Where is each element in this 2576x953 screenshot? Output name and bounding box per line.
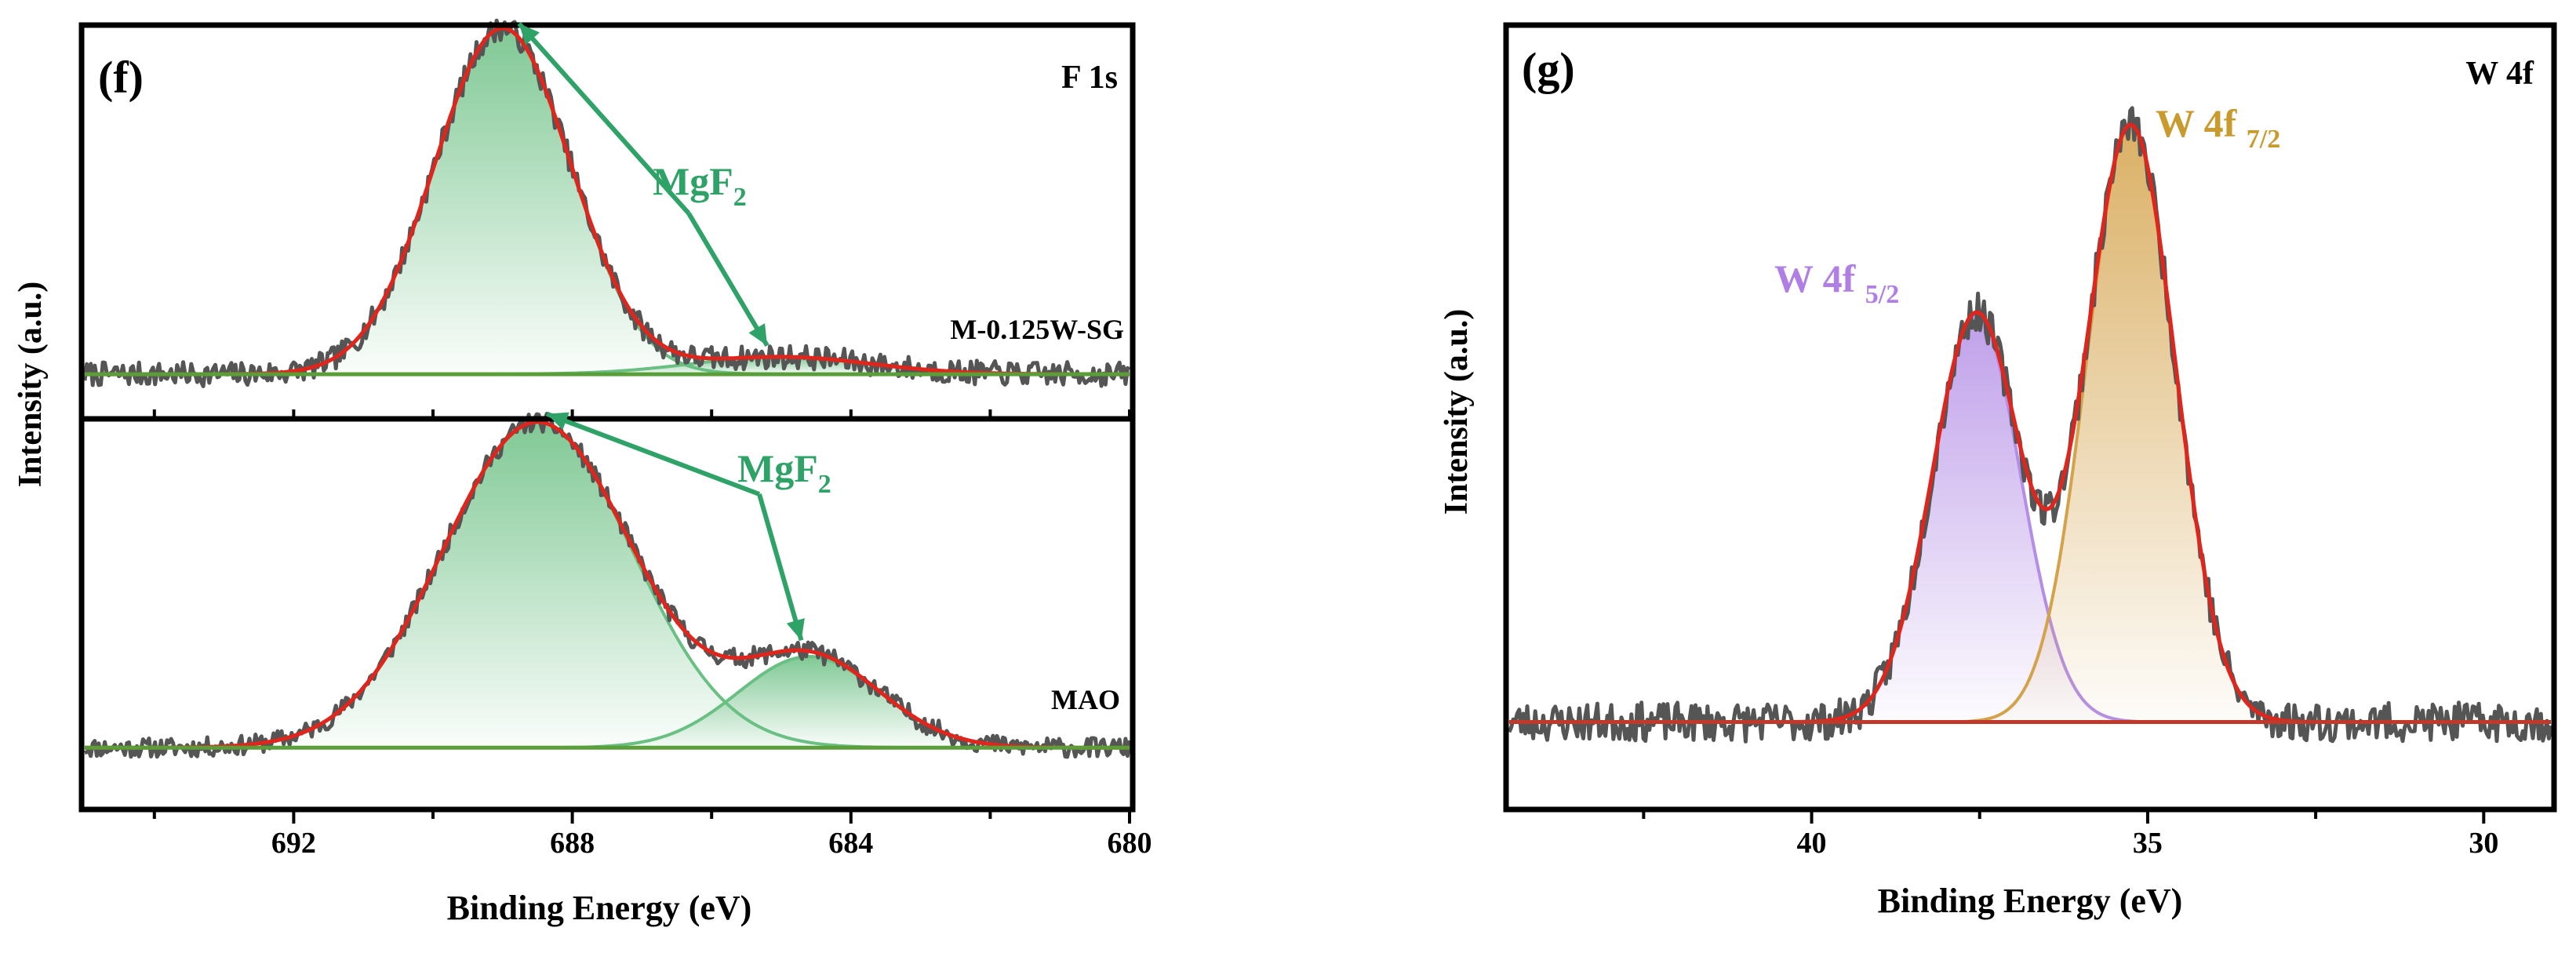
subplot-mao-curves: [84, 412, 1132, 759]
sample-label-m-0125w-sg: M-0.125W-SG: [950, 314, 1124, 345]
raw-data-line: [84, 412, 1132, 759]
subplot-m-0125w-sg-curves: [82, 18, 1131, 388]
mgf2-label-bottom: MgF2: [737, 446, 831, 499]
g-x-tick-label-30: 30: [2469, 827, 2498, 860]
mgf2-arrow-bottom-2-head: [786, 618, 805, 641]
mgf2-label-top: MgF2: [653, 159, 747, 212]
raw-data-line: [1507, 106, 2553, 744]
mgf2-arrow-bottom-2: [757, 493, 804, 642]
mgf2-arrow-bottom-1: [546, 411, 761, 497]
g-x-tick-label-35: 35: [2133, 827, 2163, 860]
panel-g-tag: (g): [1522, 43, 1575, 94]
subplot-mao: MAO MgF2: [78, 411, 1136, 813]
peak-fill-mgf2-peak-1: [85, 28, 1130, 375]
x-tick-label-688: 688: [550, 827, 595, 860]
fit-envelope-line: [85, 420, 1130, 750]
panel-f-ylabel: Intensity (a.u.): [13, 282, 49, 488]
panel-g: (g) W 4f Intensity (a.u.) Binding Energy…: [1439, 22, 2557, 920]
panel-g-peak-labels: W 4f 5/2 W 4f 7/2: [1774, 101, 2280, 309]
mgf2-annotation-top: MgF2: [517, 22, 770, 347]
sample-label-mao: MAO: [1051, 684, 1120, 715]
peak-label-w4f52: W 4f 5/2: [1774, 256, 1899, 309]
mgf2-arrow-top-2-head: [748, 323, 767, 346]
peak-fill-w-4f5-2: [1509, 314, 2551, 722]
mgf2-arrow-top-1: [517, 22, 691, 215]
panel-g-frame: [1503, 22, 2557, 813]
panel-g-curves: [1507, 106, 2553, 744]
g-x-tick-label-40: 40: [1797, 827, 1827, 860]
mgf2-arrow-top-1-head: [518, 24, 540, 45]
mgf2-annotation-bottom: MgF2: [546, 411, 831, 642]
subplot-m-0125w-sg: (f) F 1s M-0.125W-SG MgF2: [78, 18, 1136, 422]
panel-f-title: F 1s: [1061, 60, 1118, 96]
x-tick-label-692: 692: [271, 827, 316, 860]
panel-f-tag: (f): [98, 52, 144, 103]
panel-g-x-ticks: 40 35 30: [1642, 809, 2498, 860]
mgf2-arrow-bottom-1-head: [547, 412, 569, 431]
panel-f-xlabel: Binding Energy (eV): [447, 889, 752, 927]
panel-f: Intensity (a.u.) Binding Energy (eV) 692…: [13, 18, 1152, 927]
peak-label-w4f72: W 4f 7/2: [2156, 101, 2280, 154]
x-tick-label-680: 680: [1108, 827, 1152, 860]
subplot-mao-frame: [78, 416, 1136, 813]
mgf2-arrow-top-2: [686, 212, 770, 347]
x-tick-label-684: 684: [828, 827, 873, 860]
peak-fill-mgf2-peak-1: [85, 422, 1130, 748]
panel-g-title: W 4f: [2465, 56, 2534, 92]
peak-fill-mgf2-peak-2: [85, 657, 1130, 748]
panel-g-xlabel: Binding Energy (eV): [1878, 882, 2183, 920]
panel-g-ylabel: Intensity (a.u.): [1439, 309, 1475, 515]
